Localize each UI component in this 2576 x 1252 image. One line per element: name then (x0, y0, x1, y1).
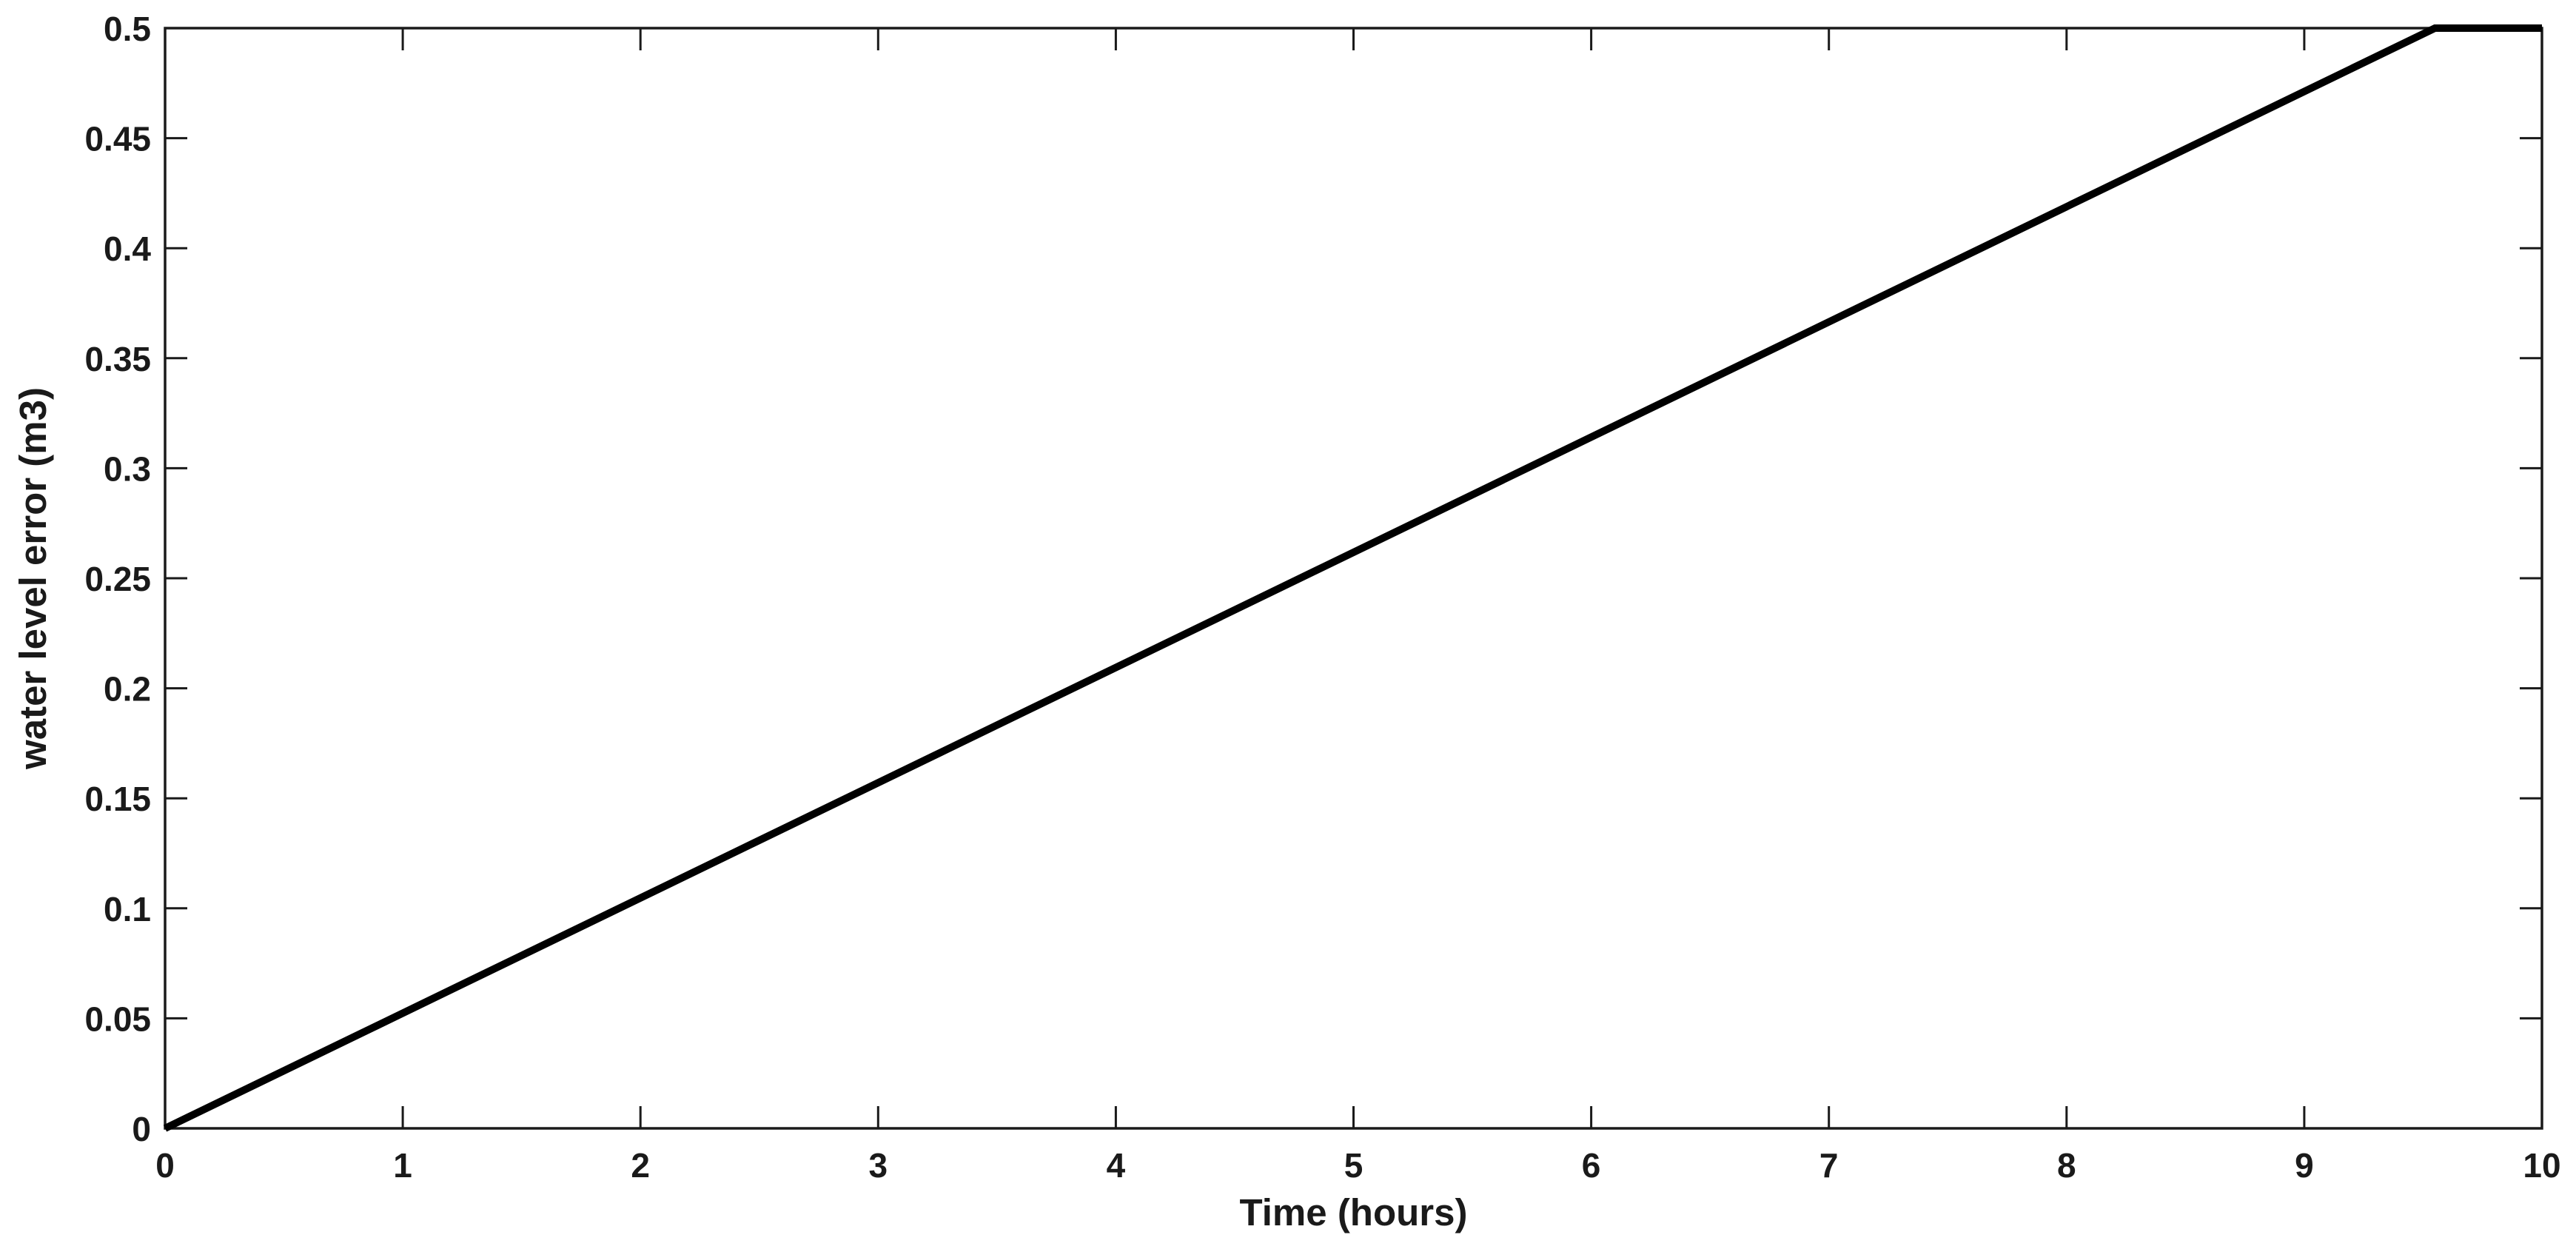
x-tick-label: 0 (155, 1146, 175, 1185)
x-tick-label: 5 (1344, 1146, 1364, 1185)
x-axis-label: Time (hours) (1240, 1191, 1468, 1233)
y-tick-label: 0 (132, 1110, 151, 1148)
x-tick-label: 7 (1819, 1146, 1839, 1185)
y-tick-label: 0.15 (84, 780, 151, 818)
y-tick-label: 0.2 (104, 670, 151, 709)
y-tick-label: 0.05 (84, 1000, 151, 1038)
y-axis-tick-labels: 0 0.05 0.1 0.15 0.2 0.25 0.3 0.35 0.4 0.45 0.5 (84, 10, 151, 1148)
x-tick-label: 6 (1582, 1146, 1601, 1185)
y-tick-label: 0.45 (84, 120, 151, 158)
y-axis-label: water level error (m3) (12, 387, 54, 770)
axis-tick-marks (164, 27, 2543, 1130)
series-line-water-level-error (163, 24, 2542, 1132)
y-tick-label: 0.5 (104, 10, 151, 48)
y-tick-label: 0.3 (104, 449, 151, 488)
x-tick-label: 2 (631, 1146, 650, 1185)
plot-frame (164, 27, 2543, 1130)
y-tick-label: 0.4 (104, 230, 151, 268)
x-tick-label: 3 (869, 1146, 888, 1185)
y-tick-label: 0.25 (84, 560, 151, 598)
x-tick-label: 9 (2295, 1146, 2314, 1185)
x-axis-tick-labels: 0 1 2 3 4 5 6 7 8 9 10 (155, 1146, 2560, 1185)
y-tick-label: 0.1 (104, 890, 151, 928)
x-tick-label: 10 (2523, 1146, 2560, 1185)
x-tick-label: 1 (393, 1146, 412, 1185)
y-tick-label: 0.35 (84, 340, 151, 378)
x-tick-label: 4 (1107, 1146, 1126, 1185)
x-tick-label: 8 (2057, 1146, 2076, 1185)
